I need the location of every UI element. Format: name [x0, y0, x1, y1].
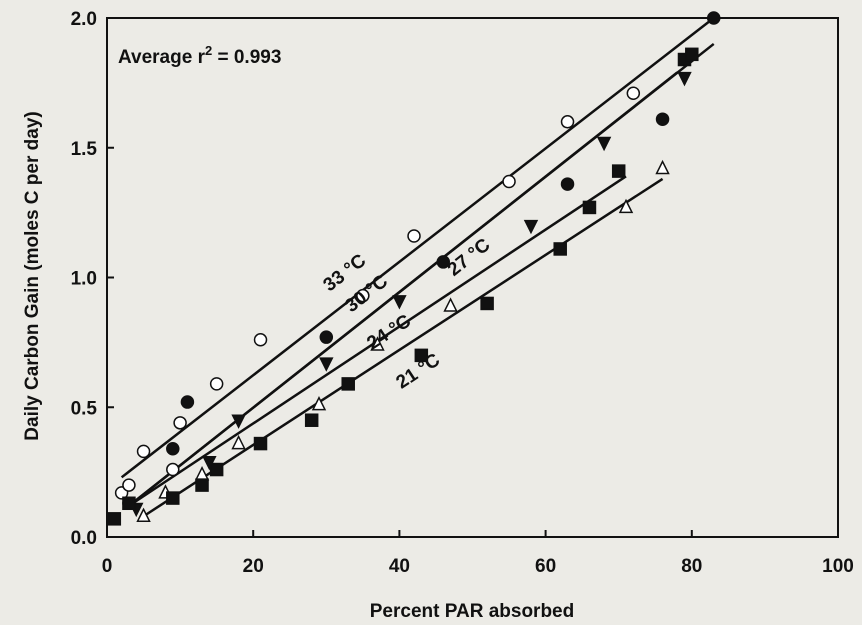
data-point-filled-circle	[655, 112, 670, 126]
data-point-open-triangle-up	[136, 507, 151, 522]
x-tick-label: 80	[681, 556, 702, 577]
data-point-filled-square	[166, 491, 180, 505]
data-point-filled-circle	[180, 395, 195, 409]
fit-line-series-0	[120, 17, 715, 479]
data-point-open-circle	[502, 174, 516, 189]
x-tick-label: 20	[243, 556, 264, 577]
ticks: 0 20 40 60 80 100 0.0 0.5 1.0 1.5 2.0	[71, 9, 854, 577]
data-point-filled-square	[253, 436, 268, 451]
data-point-open-circle	[560, 115, 575, 129]
fit-line-series-3	[142, 177, 664, 518]
data-point-open-circle	[253, 333, 268, 347]
data-point-open-circle	[356, 288, 370, 303]
data-points	[107, 11, 721, 526]
data-point-filled-triangle-down	[231, 414, 246, 429]
data-point-filled-circle	[706, 11, 721, 25]
data-point-open-triangle-up	[194, 466, 210, 481]
y-tick-label: 1.5	[71, 139, 98, 160]
fit-lines	[120, 17, 715, 518]
y-tick-label: 0.0	[71, 528, 97, 549]
data-point-filled-square	[195, 478, 209, 492]
data-point-open-circle	[173, 416, 187, 430]
data-point-filled-square	[209, 462, 224, 477]
data-point-open-circle	[136, 444, 151, 459]
data-point-filled-square	[122, 496, 136, 511]
data-point-filled-circle	[166, 442, 180, 456]
data-point-filled-square	[582, 200, 597, 215]
data-point-open-triangle-up	[443, 297, 458, 312]
data-point-open-circle	[626, 86, 641, 101]
data-point-filled-triangle-down	[319, 357, 334, 372]
data-point-open-circle	[166, 462, 180, 477]
x-tick-label: 0	[102, 556, 113, 577]
data-point-open-triangle-up	[311, 395, 327, 411]
data-point-filled-square	[553, 242, 567, 256]
y-axis-title: Daily Carbon Gain (moles C per day)	[22, 111, 43, 440]
data-point-filled-square	[414, 348, 429, 363]
data-point-filled-circle	[560, 177, 575, 191]
data-point-open-circle	[209, 377, 224, 391]
data-point-open-circle	[122, 478, 136, 492]
data-point-filled-square	[304, 413, 319, 427]
y-tick-label: 0.5	[71, 398, 98, 419]
data-point-filled-triangle-down	[392, 295, 407, 310]
series-label: 24 °C	[363, 311, 415, 355]
r-squared-annotation: Average r2 = 0.993	[118, 43, 281, 68]
data-point-filled-circle	[436, 255, 451, 269]
y-tick-label: 2.0	[71, 9, 97, 30]
data-point-filled-triangle-down	[202, 455, 217, 471]
x-axis-title: Percent PAR absorbed	[370, 601, 574, 622]
data-point-filled-square	[685, 47, 699, 62]
data-point-filled-square	[341, 377, 355, 391]
data-point-filled-square	[480, 296, 494, 311]
data-point-open-triangle-up	[618, 198, 634, 214]
data-point-filled-triangle-down	[596, 136, 612, 152]
series-label: 27 °C	[444, 234, 495, 280]
data-point-filled-square	[107, 512, 122, 526]
data-point-open-circle	[407, 229, 421, 243]
x-tick-label: 60	[535, 556, 556, 577]
data-point-filled-triangle-down	[677, 71, 692, 87]
data-point-filled-circle	[319, 330, 334, 344]
data-point-open-triangle-up	[231, 434, 246, 450]
data-point-filled-triangle-down	[523, 219, 539, 235]
fit-line-series-2	[128, 71, 678, 507]
x-tick-label: 100	[822, 556, 854, 577]
r-squared-superscript: 2	[205, 43, 212, 58]
y-tick-label: 1.0	[71, 269, 97, 290]
x-tick-label: 40	[389, 556, 410, 577]
data-point-open-triangle-up	[370, 336, 385, 351]
series-labels: 33 °C30 °C27 °C24 °C21 °C	[320, 234, 495, 393]
data-point-filled-square	[611, 164, 626, 178]
data-point-open-triangle-up	[655, 159, 670, 175]
